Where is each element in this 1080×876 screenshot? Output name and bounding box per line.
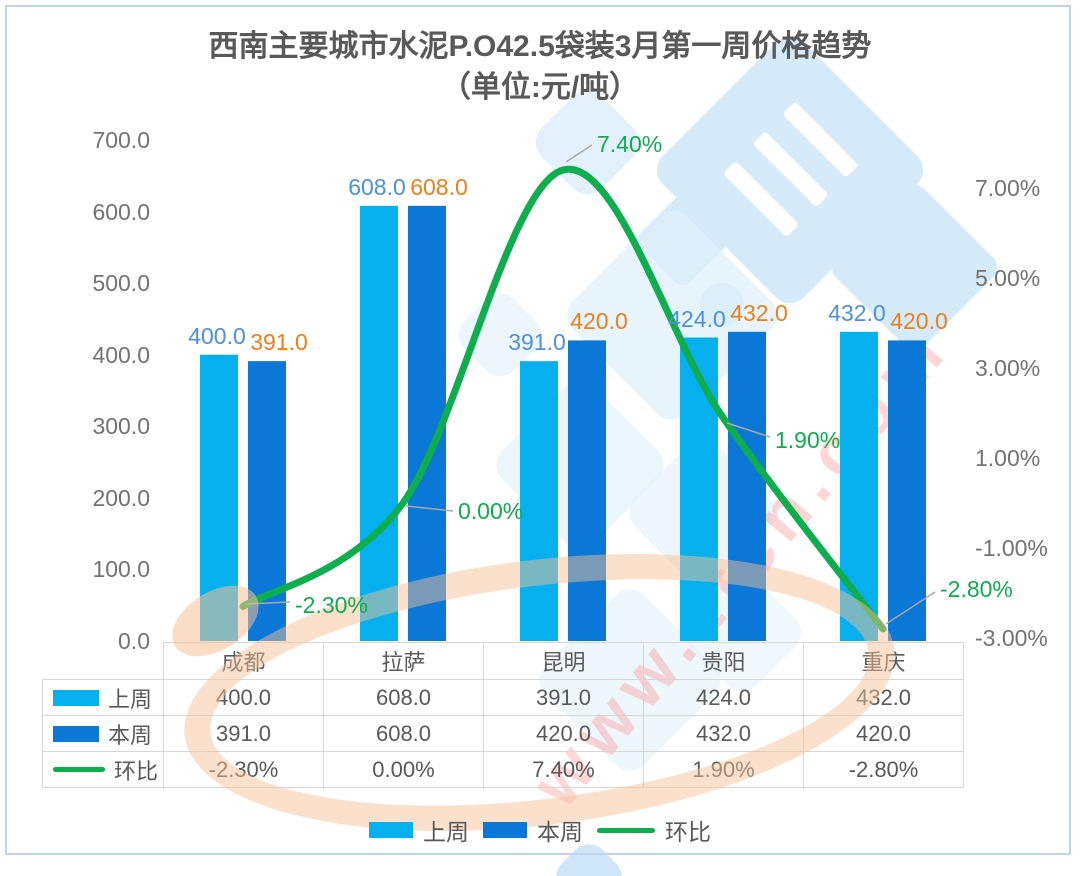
right-axis-tick: -1.00% (975, 535, 1048, 561)
table-value-cell: 420.0 (803, 715, 964, 752)
table-row-label: 上周 (42, 679, 164, 716)
bar-value-label: 432.0 (828, 299, 886, 326)
table-row: 环比 -2.30% 0.00% 7.40% 1.90% -2.80% (42, 751, 964, 788)
bar-本周-拉萨 (408, 205, 446, 642)
row-label-text: 上周 (108, 686, 153, 712)
left-axis-tick: 400.0 (92, 341, 150, 368)
legend-swatch-bar-light (369, 822, 413, 838)
leader-line (405, 505, 454, 512)
table-value-cell: 608.0 (323, 679, 484, 716)
pct-label: 1.90% (775, 427, 841, 453)
bar-上周-成都 (200, 354, 238, 641)
right-axis-tick: 7.00% (975, 175, 1041, 201)
table-value-cell: 7.40% (483, 751, 644, 788)
bar-上周-重庆 (840, 331, 878, 641)
legend-item-环比: 环比 (597, 813, 711, 847)
table-value-cell: 432.0 (803, 679, 964, 716)
legend-item-本周: 本周 (483, 813, 583, 847)
legend-swatch-bar-dark (53, 725, 99, 742)
bar-本周-昆明 (568, 340, 606, 641)
legend-swatch-bar-dark (483, 822, 527, 838)
row-label-text: 环比 (114, 758, 159, 784)
left-axis-tick: 200.0 (92, 484, 150, 511)
left-axis-tick: 100.0 (92, 556, 150, 583)
left-axis-tick: 300.0 (92, 413, 150, 440)
legend-label: 环比 (665, 819, 711, 845)
bar-value-label: 400.0 (188, 322, 246, 349)
table-header-贵阳: 贵阳 (643, 642, 804, 680)
watermark-diamond (488, 373, 672, 557)
bar-上周-昆明 (520, 361, 558, 641)
watermark-logo-square (633, 190, 733, 290)
chart-legend: 上周 本周 环比 (0, 813, 1080, 847)
table-header-重庆: 重庆 (803, 642, 964, 680)
table-value-cell: 1.90% (643, 751, 804, 788)
bar-本周-重庆 (888, 340, 926, 641)
bar-本周-贵阳 (728, 331, 766, 641)
table-header-昆明: 昆明 (483, 642, 644, 680)
bar-value-label: 391.0 (508, 329, 566, 356)
right-axis-tick: 1.00% (975, 445, 1041, 471)
watermark-diamond (558, 201, 786, 429)
table-value-cell: 424.0 (643, 679, 804, 716)
watermark-diamond (450, 285, 550, 385)
title-line-1: 西南主要城市水泥P.O42.5袋装3月第一周价格趋势 (208, 30, 872, 63)
table-value-cell: 432.0 (643, 715, 804, 752)
bar-value-label: 420.0 (890, 308, 948, 335)
legend-item-上周: 上周 (369, 813, 469, 847)
leader-line (885, 591, 936, 625)
pct-label: 0.00% (458, 498, 524, 524)
bar-value-label: 391.0 (250, 329, 308, 356)
left-axis-tick: 600.0 (92, 198, 150, 225)
legend-label: 本周 (537, 819, 583, 845)
table-value-cell: 391.0 (163, 715, 324, 752)
watermark-logo-dot (690, 273, 754, 337)
table-value-cell: -2.30% (163, 751, 324, 788)
right-axis-tick: -3.00% (975, 625, 1048, 651)
bar-value-label: 424.0 (668, 305, 726, 332)
table-header-拉萨: 拉萨 (323, 642, 484, 680)
watermark-diamond (621, 431, 784, 594)
table-row: 上周 400.0 608.0 391.0 424.0 432.0 (42, 679, 964, 716)
table-value-cell: 0.00% (323, 751, 484, 788)
legend-label: 上周 (423, 819, 469, 845)
right-axis-tick: 5.00% (975, 265, 1041, 291)
chart-title: 西南主要城市水泥P.O42.5袋装3月第一周价格趋势 （单位:元/吨） (0, 26, 1080, 108)
right-axis-tick: 3.00% (975, 355, 1041, 381)
left-axis-tick: 700.0 (92, 127, 150, 153)
pct-label: -2.30% (295, 592, 368, 618)
table-value-cell: 400.0 (163, 679, 324, 716)
table-value-cell: 391.0 (483, 679, 644, 716)
bar-上周-拉萨 (360, 205, 398, 642)
legend-swatch-line-green (53, 767, 105, 772)
bar-value-label: 432.0 (730, 299, 788, 326)
bar-value-label: 608.0 (348, 173, 406, 200)
table-value-cell: 420.0 (483, 715, 644, 752)
table-value-cell: 608.0 (323, 715, 484, 752)
trend-line (239, 165, 887, 633)
leader-line (245, 601, 291, 605)
legend-swatch-bar-light (53, 689, 99, 706)
table-header-成都: 成都 (163, 642, 324, 680)
bar-上周-贵阳 (680, 337, 718, 641)
row-label-text: 本周 (108, 722, 153, 748)
bar-value-label: 608.0 (410, 173, 468, 200)
pct-label: -2.80% (940, 576, 1013, 602)
leader-line (726, 422, 771, 438)
table-row-label: 本周 (42, 715, 164, 752)
table-row: 本周 391.0 608.0 420.0 432.0 420.0 (42, 715, 964, 752)
pct-label: 7.40% (597, 131, 663, 157)
leader-line (565, 144, 593, 163)
table-row-label: 环比 (42, 751, 164, 788)
bar-value-label: 420.0 (570, 308, 628, 335)
title-line-2: （单位:元/吨） (440, 71, 640, 104)
bar-本周-成都 (248, 361, 286, 641)
left-axis-tick: 0.0 (118, 628, 150, 654)
legend-swatch-line-green (597, 827, 655, 833)
table-value-cell: -2.80% (803, 751, 964, 788)
left-axis-tick: 500.0 (92, 270, 150, 297)
